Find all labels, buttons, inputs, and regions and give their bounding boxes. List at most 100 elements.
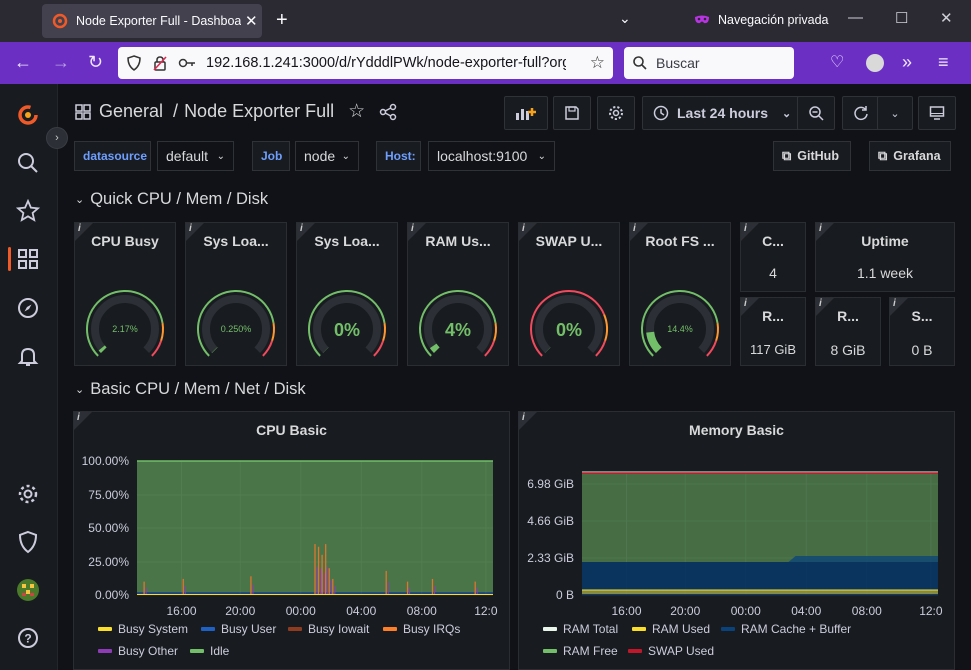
panel-info-icon[interactable]: i bbox=[893, 298, 896, 309]
gauge-panel[interactable]: i CPU Busy 2.17% bbox=[74, 222, 176, 366]
legend-item[interactable]: Busy User bbox=[201, 622, 276, 636]
zoom-out-button[interactable] bbox=[797, 96, 835, 130]
panel-info-icon[interactable]: i bbox=[300, 223, 303, 234]
starred-icon[interactable] bbox=[16, 199, 40, 223]
panel-info-icon[interactable]: i bbox=[189, 223, 192, 234]
extensions-overflow-icon[interactable]: » bbox=[902, 52, 913, 72]
legend-item[interactable]: RAM Cache + Buffer bbox=[721, 622, 851, 636]
share-icon[interactable] bbox=[379, 103, 397, 121]
save-dashboard-button[interactable] bbox=[553, 96, 591, 130]
gauge-chart: 14.4% bbox=[641, 290, 719, 357]
pocket-icon[interactable]: ♡ bbox=[830, 54, 845, 71]
x-tick-label: 04:00 bbox=[346, 604, 376, 618]
legend-item[interactable]: Busy Iowait bbox=[288, 622, 369, 636]
panel-info-icon[interactable]: i bbox=[522, 223, 525, 234]
github-link[interactable]: ⧉ GitHub bbox=[773, 141, 851, 171]
time-range-picker[interactable]: Last 24 hours ⌄ bbox=[642, 96, 800, 130]
server-admin-shield-icon[interactable] bbox=[16, 530, 40, 554]
user-avatar-icon[interactable] bbox=[16, 578, 40, 602]
alerting-bell-icon[interactable] bbox=[16, 344, 40, 368]
panel-info-icon[interactable]: i bbox=[819, 298, 822, 309]
gauge-panel[interactable]: i RAM Us... 4% bbox=[407, 222, 509, 366]
bookmark-star-icon[interactable]: ☆ bbox=[589, 53, 605, 72]
panel-info-icon[interactable]: i bbox=[522, 412, 525, 423]
gauge-track bbox=[313, 295, 381, 354]
stat-panel-rootfs-total[interactable]: i R... 117 GiB bbox=[740, 297, 806, 366]
host-select[interactable]: localhost:9100 ⌄ bbox=[428, 141, 555, 171]
panel-info-icon[interactable]: i bbox=[78, 223, 81, 234]
browser-search-box[interactable]: Buscar bbox=[624, 47, 794, 79]
monitor-icon bbox=[929, 106, 945, 120]
panel-info-icon[interactable]: i bbox=[411, 223, 414, 234]
gauge-panel[interactable]: i SWAP U... 0% bbox=[518, 222, 620, 366]
grafana-link[interactable]: ⧉ Grafana bbox=[869, 141, 951, 171]
grafana-logo-icon[interactable] bbox=[16, 103, 40, 127]
panel-info-icon[interactable]: i bbox=[744, 223, 747, 234]
row-header-basic[interactable]: ⌄ Basic CPU / Mem / Net / Disk bbox=[75, 380, 306, 399]
add-panel-button[interactable] bbox=[504, 96, 548, 130]
panel-info-icon[interactable]: i bbox=[633, 223, 636, 234]
gauge-panel[interactable]: i Sys Loa... 0% bbox=[296, 222, 398, 366]
legend-label: Busy IRQs bbox=[403, 622, 461, 636]
help-icon[interactable]: ? bbox=[16, 626, 40, 650]
legend-item[interactable]: Busy System bbox=[98, 622, 188, 636]
new-tab-icon[interactable]: + bbox=[276, 9, 288, 31]
row-title: Quick CPU / Mem / Disk bbox=[90, 190, 269, 208]
legend-item[interactable]: SWAP Used bbox=[628, 644, 714, 658]
collapse-chevron-icon: ⌄ bbox=[75, 384, 85, 396]
favorite-star-icon[interactable]: ☆ bbox=[348, 101, 366, 122]
key-icon[interactable] bbox=[178, 57, 196, 69]
legend-item[interactable]: Busy Other bbox=[98, 644, 178, 658]
minimize-icon[interactable]: — bbox=[848, 9, 863, 26]
dashboards-icon[interactable] bbox=[16, 247, 40, 271]
gauge-panel[interactable]: i Sys Loa... 0.250% bbox=[185, 222, 287, 366]
legend-item[interactable]: RAM Used bbox=[632, 622, 710, 636]
close-window-icon[interactable]: ✕ bbox=[940, 10, 953, 27]
insecure-lock-icon[interactable] bbox=[152, 55, 168, 71]
stat-panel-uptime[interactable]: i Uptime 1.1 week bbox=[815, 222, 955, 292]
panel-info-icon[interactable]: i bbox=[819, 223, 822, 234]
search-icon bbox=[633, 56, 647, 70]
job-select[interactable]: node ⌄ bbox=[295, 141, 359, 171]
panel-title: RAM Us... bbox=[425, 233, 491, 249]
chevron-down-icon: ⌄ bbox=[782, 107, 792, 120]
dashboard-settings-button[interactable] bbox=[597, 96, 635, 130]
reload-icon[interactable]: ↻ bbox=[88, 52, 104, 72]
sidebar-expand-chevron-icon[interactable]: › bbox=[46, 127, 68, 149]
shield-icon[interactable] bbox=[126, 55, 142, 71]
hamburger-menu-icon[interactable]: ≡ bbox=[938, 52, 949, 72]
datasource-select[interactable]: default ⌄ bbox=[157, 141, 234, 171]
stat-panel-swap-total[interactable]: i S... 0 B bbox=[889, 297, 955, 366]
legend-label: RAM Used bbox=[652, 622, 711, 636]
grafana-link-label: Grafana bbox=[893, 149, 941, 163]
back-icon[interactable]: ← bbox=[14, 52, 32, 72]
legend-item[interactable]: Idle bbox=[190, 644, 229, 658]
panel-info-icon[interactable]: i bbox=[744, 298, 747, 309]
refresh-button[interactable] bbox=[842, 96, 880, 130]
tab-list-chevron-icon[interactable]: ⌄ bbox=[619, 10, 631, 26]
browser-tab[interactable]: Node Exporter Full - Dashboard ✕ bbox=[42, 4, 262, 38]
forward-icon[interactable]: → bbox=[52, 52, 70, 72]
variable-label-datasource: datasource bbox=[74, 141, 151, 171]
folder-link[interactable]: General bbox=[99, 101, 164, 121]
search-icon[interactable] bbox=[16, 151, 40, 175]
legend-item[interactable]: Busy IRQs bbox=[383, 622, 460, 636]
maximize-icon[interactable]: ☐ bbox=[895, 10, 909, 27]
gauge-threshold-arc bbox=[641, 290, 719, 357]
stat-panel-cores[interactable]: i C... 4 bbox=[740, 222, 806, 292]
dashboard-title[interactable]: Node Exporter Full bbox=[184, 101, 335, 121]
account-avatar-icon[interactable] bbox=[866, 54, 884, 72]
legend-item[interactable]: RAM Free bbox=[543, 644, 618, 658]
tv-mode-button[interactable] bbox=[918, 96, 956, 130]
panel-info-icon[interactable]: i bbox=[77, 412, 80, 423]
row-header-quick[interactable]: ⌄ Quick CPU / Mem / Disk bbox=[75, 190, 268, 209]
url-bar[interactable]: 192.168.1.241:3000/d/rYdddlPWk/node-expo… bbox=[118, 47, 613, 79]
explore-compass-icon[interactable] bbox=[16, 296, 40, 320]
legend-item[interactable]: RAM Total bbox=[543, 622, 618, 636]
gauge-panel[interactable]: i Root FS ... 14.4% bbox=[629, 222, 731, 366]
stat-panel-ram-total[interactable]: i R... 8 GiB bbox=[815, 297, 881, 366]
tab-close-icon[interactable]: ✕ bbox=[245, 13, 258, 30]
configuration-gear-icon[interactable] bbox=[16, 482, 40, 506]
refresh-interval-chevron-icon[interactable]: ⌄ bbox=[877, 96, 913, 130]
gauge-value-arc bbox=[98, 345, 107, 354]
